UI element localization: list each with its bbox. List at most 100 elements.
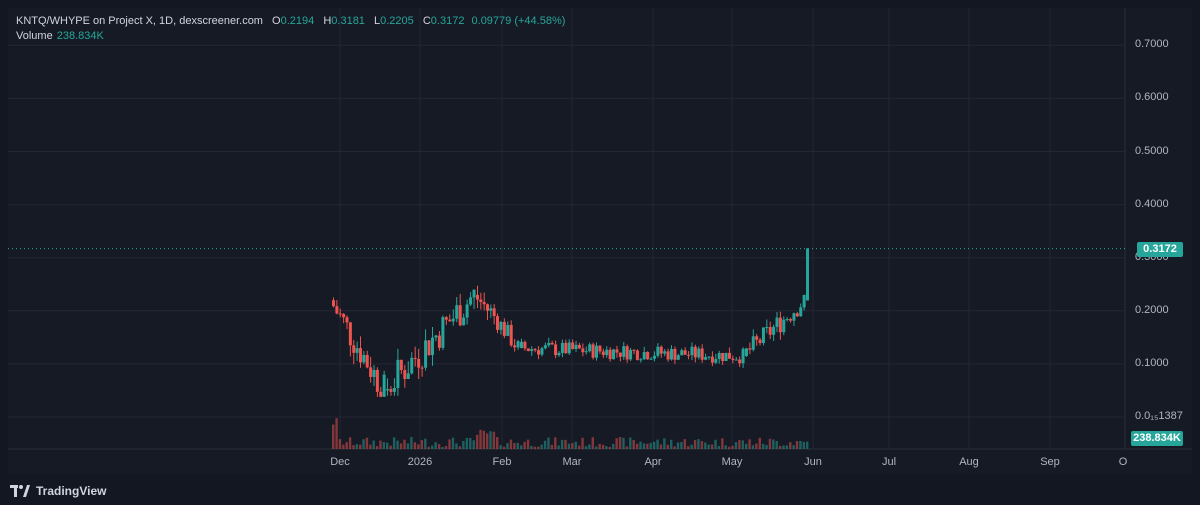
volume-bar [427,446,430,449]
candle-body [476,294,479,300]
volume-bar [724,445,727,449]
candle-body [547,342,551,346]
volume-bar [680,442,683,449]
candle-body [486,304,489,311]
high-key: H [323,15,332,27]
volume-bar [778,445,782,449]
volume-bar [389,445,392,449]
candle-body [462,317,466,326]
time-tick-label: May [721,456,743,468]
tradingview-label: TradingView [36,484,107,498]
candle-body [465,304,469,318]
volume-bar [451,437,455,449]
volume-bar [785,445,789,449]
price-tick-label: 0.6000 [1135,91,1169,104]
candle-body [441,317,445,348]
volume-bar [476,434,479,449]
candle-body [509,324,513,346]
time-tick-label: 2026 [407,456,433,468]
low-value: 0.2205 [380,15,414,27]
candle-body [372,369,376,377]
volume-bar [676,442,680,449]
volume-bar [789,442,792,449]
volume-bar [598,443,601,449]
volume-bar [362,439,365,449]
volume-bar [506,443,509,449]
volume-bar [567,443,571,449]
candle-body [625,346,629,360]
volume-bar [465,437,469,449]
volume-bar [802,441,806,449]
candle-body [785,319,789,321]
volume-bar [352,445,355,449]
candle-body [802,294,806,308]
candle-body [642,351,646,360]
candle-body [513,345,517,348]
candle-body [413,357,417,359]
candle-body [615,349,619,353]
candle-body [451,318,455,322]
candle-body [717,352,721,360]
volume-bar [595,446,598,449]
candle-body [424,340,428,368]
candle-body [417,358,421,368]
volume-bar [437,444,441,449]
candle-body [663,351,667,354]
volume-bar [710,444,714,449]
volume-value: 238.834K [56,30,104,42]
candle-body [741,348,745,364]
price-tick-label: 0.7000 [1135,38,1169,51]
time-tick-label: Sep [1040,456,1060,468]
candle-body [444,317,448,320]
candle-body [673,348,677,360]
candle-body [724,352,728,361]
volume-bar [574,441,577,449]
candle-body [652,355,656,359]
open-key: O [272,15,281,27]
change-value: 0.09779 (+44.58%) [471,15,566,27]
candle-body [806,248,809,301]
candle-body [765,327,769,329]
volume-bar [444,445,448,449]
volume-bar [806,441,809,449]
volume-bar [399,443,403,449]
chart-panel[interactable] [8,8,1192,474]
candle-body [721,352,725,361]
candle-body [629,349,633,360]
candle-body [714,359,718,363]
candle-body [392,387,396,392]
candle-body [362,354,366,363]
candle-body [550,342,554,345]
candle-body [355,348,359,353]
candle-body [557,352,561,356]
candle-body [591,344,595,358]
symbol-title: KNTQ/WHYPE on Project X, 1D, dexscreener… [16,15,263,27]
volume-bar [526,439,530,449]
volume-bar [396,440,399,449]
volume-bar [707,444,710,449]
candle-body [635,350,639,360]
volume-bar [775,441,778,449]
volume-bar [652,441,656,449]
volume-bar [731,445,734,449]
volume-bar [693,440,697,449]
time-tick-label: Jul [881,456,897,468]
candle-body [496,316,499,330]
volume-bar [799,440,802,449]
volume-bar [717,446,721,449]
candle-body [365,354,369,368]
volume-bar [413,442,417,449]
volume-bar [646,443,649,449]
candle-body [656,346,660,356]
volume-bar [748,439,751,449]
volume-bar [410,437,413,449]
candle-body [646,351,650,360]
tradingview-brand[interactable]: TradingView [10,482,106,500]
candle-body [772,326,776,335]
volume-bar [492,431,496,449]
candle-body [690,346,694,356]
candle-body [670,348,673,360]
volume-bar [564,439,567,449]
candle-body [560,342,564,353]
